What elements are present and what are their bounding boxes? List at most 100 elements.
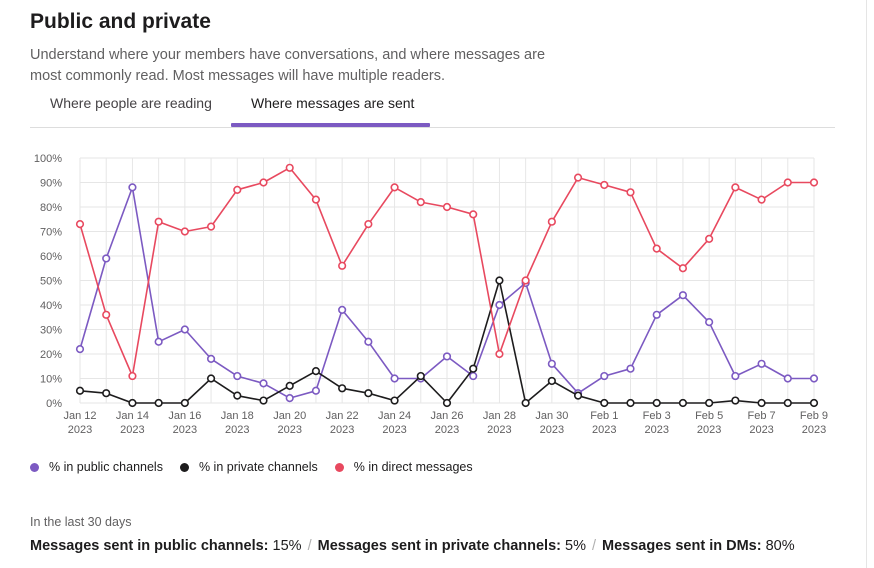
data-point-public	[128, 183, 137, 192]
data-point-private	[547, 376, 556, 386]
x-tick-year-label: 2023	[592, 424, 616, 436]
data-point-private	[154, 398, 163, 408]
data-point-dm	[390, 183, 399, 192]
data-point-dm	[626, 188, 635, 197]
x-tick-label: Jan 14	[116, 410, 149, 422]
data-point-public	[259, 379, 268, 388]
x-tick-label: Jan 28	[483, 410, 516, 422]
data-point-private	[573, 391, 583, 400]
x-tick-year-label: 2023	[225, 424, 249, 436]
data-point-private	[600, 398, 609, 408]
data-point-dm	[233, 185, 242, 194]
data-point-public	[75, 345, 85, 354]
x-tick-label: Jan 16	[168, 410, 201, 422]
data-point-public	[809, 374, 819, 383]
x-tick-label: Feb 3	[643, 410, 671, 422]
data-point-private	[757, 398, 766, 408]
x-tick-label: Jan 20	[273, 410, 306, 422]
x-tick-label: Jan 18	[221, 410, 254, 422]
data-point-dm	[600, 180, 609, 190]
data-point-public	[757, 359, 766, 368]
data-point-dm	[573, 173, 583, 182]
x-tick-label: Jan 22	[326, 410, 359, 422]
x-tick-label: Jan 30	[535, 410, 568, 422]
legend-item-public: % in public channels	[30, 460, 163, 474]
tab-where-messages-are-sent[interactable]: Where messages are sent	[251, 95, 415, 111]
data-point-public	[547, 359, 556, 368]
y-tick-label: 50%	[40, 276, 62, 288]
data-point-dm	[364, 220, 373, 229]
data-point-private	[259, 396, 268, 405]
x-tick-label: Jan 24	[378, 410, 411, 422]
summary-period: In the last 30 days	[30, 515, 132, 529]
data-point-public	[705, 318, 714, 327]
x-tick-label: Feb 1	[590, 410, 618, 422]
data-point-private	[233, 391, 242, 400]
tab-bar: Where people are reading Where messages …	[30, 88, 835, 128]
data-point-public	[390, 374, 399, 383]
y-tick-label: 10%	[40, 374, 62, 386]
data-point-public	[469, 371, 478, 381]
data-point-private	[783, 398, 792, 408]
data-point-public	[442, 352, 452, 361]
data-point-public	[233, 371, 242, 381]
x-tick-label: Feb 9	[800, 410, 828, 422]
x-tick-year-label: 2023	[749, 424, 773, 436]
data-point-dm	[102, 310, 111, 319]
data-point-dm	[783, 178, 792, 187]
data-point-private	[364, 389, 373, 398]
data-point-public	[102, 254, 111, 263]
data-point-public	[678, 291, 688, 300]
legend-dot-private	[179, 462, 189, 472]
stat-private-label: Messages sent in private channels:	[317, 538, 561, 554]
data-point-public	[626, 364, 635, 373]
x-tick-year-label: 2023	[68, 424, 92, 436]
y-tick-label: 60%	[40, 251, 62, 263]
data-point-private	[809, 398, 819, 408]
x-tick-label: Feb 5	[695, 410, 723, 422]
page-title: Public and private	[30, 10, 211, 33]
data-point-public	[154, 337, 163, 346]
data-point-dm	[442, 202, 452, 212]
stat-private-value: 5%	[565, 538, 586, 554]
data-point-dm	[547, 217, 556, 226]
data-point-dm	[416, 197, 425, 207]
data-point-private	[128, 398, 137, 408]
legend-item-private: % in private channels	[179, 460, 318, 474]
x-tick-year-label: 2023	[435, 424, 459, 436]
x-tick-label: Jan 12	[63, 410, 96, 422]
x-tick-year-label: 2023	[330, 424, 354, 436]
data-point-dm	[338, 261, 347, 270]
y-tick-label: 20%	[40, 349, 62, 361]
tab-where-people-are-reading[interactable]: Where people are reading	[50, 95, 212, 111]
x-tick-year-label: 2023	[487, 424, 511, 436]
data-point-private	[102, 389, 111, 398]
stat-dm-label: Messages sent in DMs:	[602, 538, 762, 554]
data-point-public	[206, 354, 216, 363]
x-tick-year-label: 2023	[540, 424, 564, 436]
y-tick-label: 30%	[40, 325, 62, 337]
data-point-private	[705, 398, 714, 408]
data-point-private	[731, 396, 740, 405]
data-point-dm	[285, 163, 294, 172]
data-point-public	[285, 394, 294, 403]
data-point-dm	[154, 217, 163, 226]
summary-stats: Messages sent in public channels: 15% / Me…	[30, 538, 795, 554]
x-tick-year-label: 2023	[120, 424, 144, 436]
data-point-private	[180, 398, 189, 408]
data-point-dm	[259, 178, 268, 187]
data-point-dm	[521, 276, 530, 285]
data-point-dm	[705, 234, 714, 243]
data-point-private	[521, 398, 530, 408]
legend-label-dm: % in direct messages	[353, 460, 473, 474]
data-point-dm	[731, 183, 740, 192]
data-point-private	[311, 367, 321, 376]
data-point-dm	[128, 371, 137, 381]
data-point-public	[652, 310, 661, 319]
data-point-public	[600, 371, 609, 381]
stat-separator: /	[307, 538, 312, 554]
data-point-private	[206, 374, 216, 383]
x-tick-label: Jan 26	[430, 410, 463, 422]
stat-public-label: Messages sent in public channels:	[30, 538, 269, 554]
data-point-dm	[311, 195, 321, 204]
